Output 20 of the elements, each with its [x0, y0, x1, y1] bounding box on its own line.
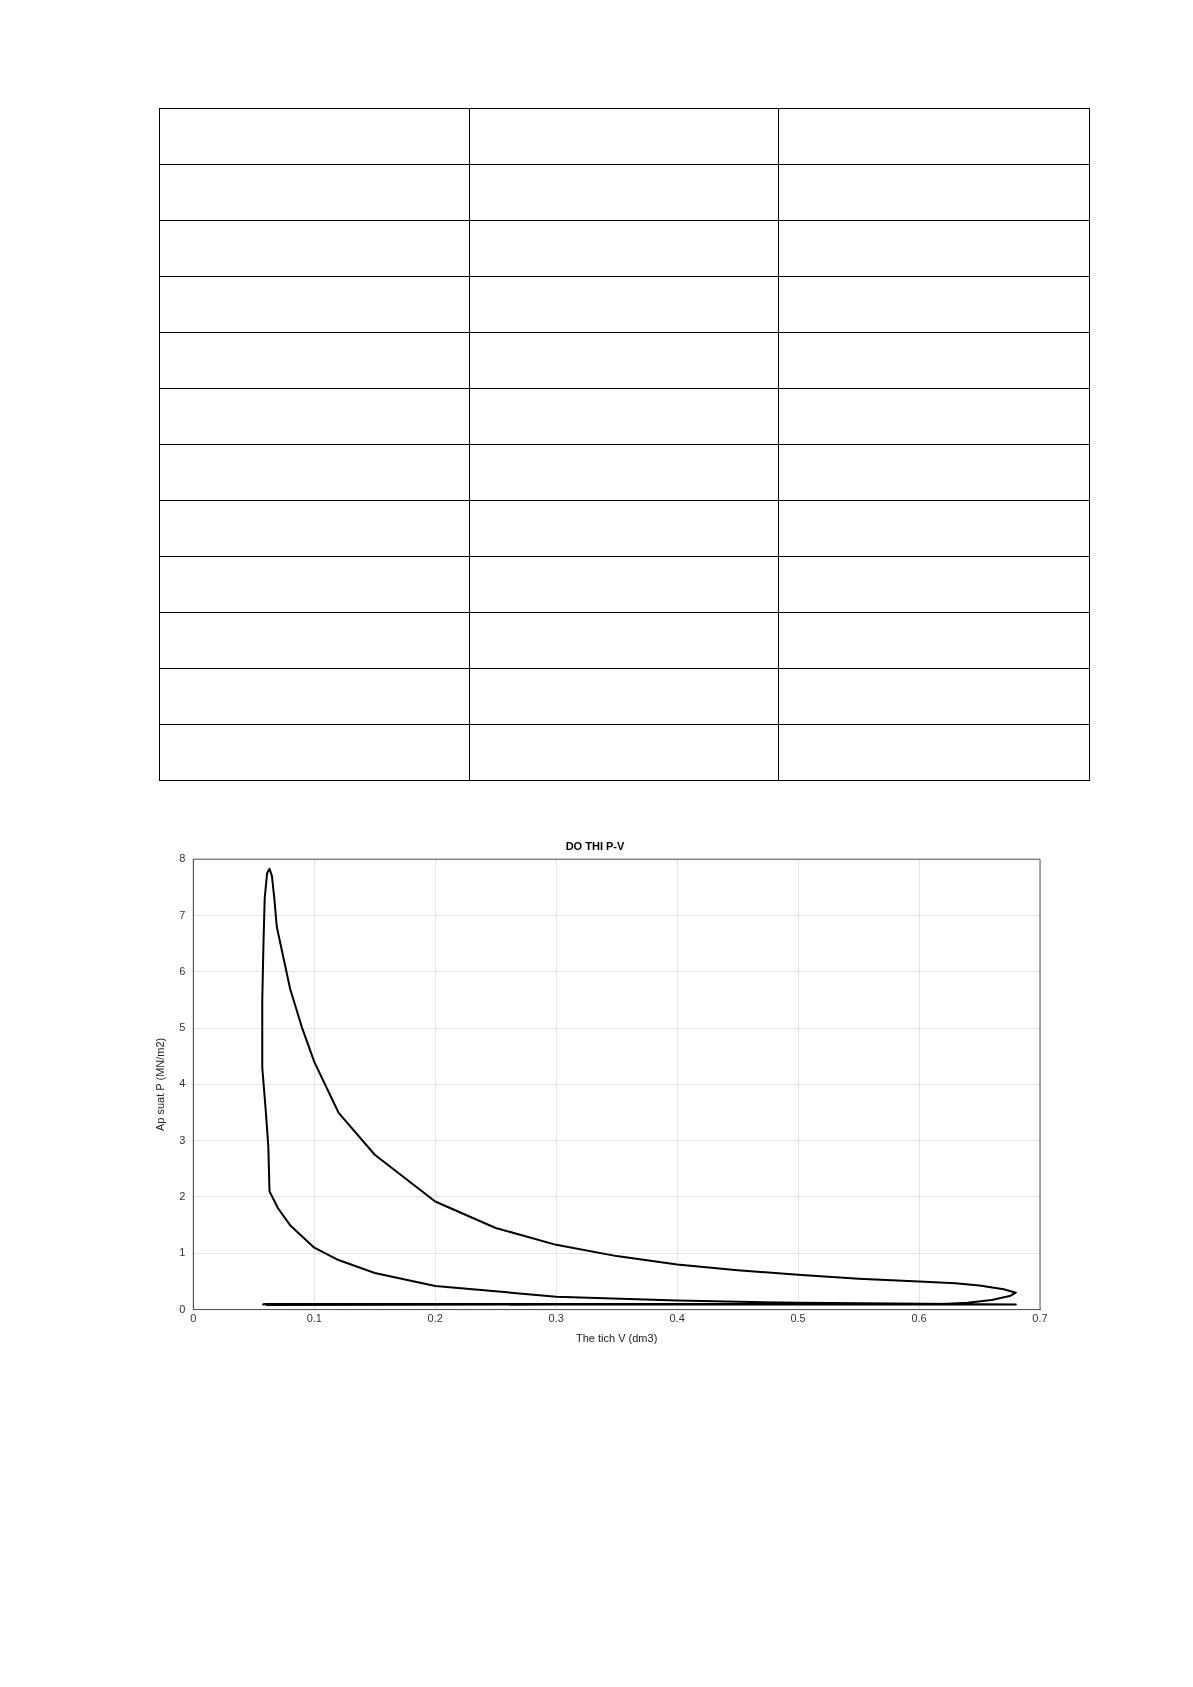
y-tick-label: 3 [179, 1133, 186, 1146]
x-axis-title: The tich V (dm3) [576, 1332, 658, 1345]
y-tick-label: 5 [179, 1021, 186, 1034]
x-tick-label: 0.5 [790, 1312, 806, 1325]
y-tick-label: 6 [179, 964, 186, 977]
x-tick-label: 0 [190, 1312, 197, 1325]
x-tick-label: 0.1 [306, 1312, 322, 1325]
y-axis-title: Ap suat P (MN/m2) [153, 1037, 166, 1132]
x-tick-label: 0.6 [911, 1312, 927, 1325]
y-tick-label: 1 [179, 1246, 186, 1259]
y-tick-label: 2 [179, 1190, 186, 1203]
chart-title: DO THI P-V [565, 839, 625, 852]
x-tick-label: 0.7 [1032, 1312, 1048, 1325]
y-tick-label: 8 [179, 852, 186, 865]
x-tick-label: 0.2 [427, 1312, 443, 1325]
y-tick-label: 7 [179, 908, 186, 921]
x-tick-label: 0.4 [669, 1312, 685, 1325]
y-tick-label: 0 [179, 1302, 186, 1315]
y-tick-label: 4 [179, 1077, 186, 1090]
x-tick-label: 0.3 [548, 1312, 564, 1325]
